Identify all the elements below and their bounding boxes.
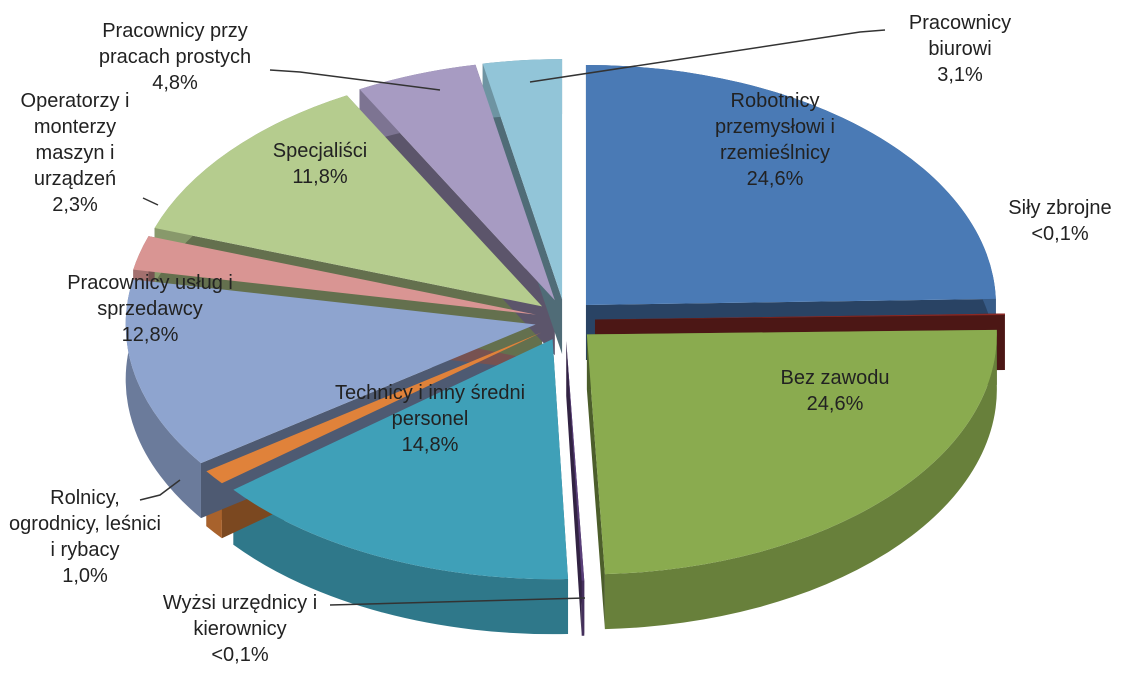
slice [206, 332, 542, 484]
value-label: 14,8% [401, 434, 459, 456]
slice [233, 339, 569, 580]
data-label: Rolnicy, ogrodnicy, leśnici i rybacy 1,0% [5, 485, 165, 589]
slice [154, 95, 543, 307]
category-label: Rolnicy, ogrodnicy, leśnici i rybacy [9, 487, 161, 561]
value-label: 2,3% [52, 194, 98, 216]
slice-side [566, 340, 585, 636]
value-label: 1,0% [62, 565, 108, 587]
slice [586, 329, 997, 575]
value-label: <0,1% [211, 644, 269, 666]
data-label: Wyżsi urzędnicy i kierownicy <0,1% [140, 590, 340, 668]
category-label: Pracownicy usług i sprzedawcy [67, 272, 233, 320]
leader-line [142, 197, 159, 206]
leader-line [329, 597, 586, 606]
pie-tops [125, 59, 1005, 581]
category-label: Pracownicy przy pracach prostych [98, 20, 252, 68]
value-label: 11,8% [292, 166, 348, 188]
slice [594, 313, 1005, 320]
category-label: Wyżsi urzędnicy i kierownicy [162, 592, 318, 640]
slice [585, 64, 996, 305]
category-label: Technicy i inny średni personel [334, 382, 526, 430]
leader-line [139, 479, 181, 501]
slice [359, 64, 555, 301]
category-label: Specjaliści [272, 140, 368, 162]
value-label: 12,8% [121, 324, 179, 346]
data-label: Technicy i inny średni personel 14,8% [330, 380, 530, 458]
category-label: Operatorzy i monterzy maszyn i urządzeń [20, 90, 130, 190]
slice-wall [604, 329, 997, 630]
data-label: Pracownicy usług i sprzedawcy 12,8% [35, 270, 265, 348]
slice-wall [125, 279, 201, 519]
slice [125, 279, 536, 464]
data-label: Specjaliści 11,8% [255, 138, 385, 190]
category-label: Robotnicy przemysłowi i rzemieślnicy [714, 90, 836, 164]
category-label: Siły zbrojne [1008, 197, 1112, 219]
data-label: Robotnicy przemysłowi i rzemieślnicy 24,6… [675, 88, 875, 192]
category-label: Pracownicy biurowi [908, 12, 1012, 60]
data-label: Pracownicy biurowi 3,1% [895, 10, 1025, 88]
leader-lines [139, 29, 886, 606]
value-label: 24,6% [746, 168, 804, 190]
value-label: 4,8% [152, 72, 198, 94]
data-label: Siły zbrojne <0,1% [985, 195, 1126, 247]
leader-line [269, 69, 441, 91]
slice [482, 59, 563, 300]
data-label: Operatorzy i monterzy maszyn i urządzeń 2… [10, 88, 140, 218]
slice [566, 340, 585, 581]
data-label: Pracownicy przy pracach prostych 4,8% [65, 18, 285, 96]
slice-wall [581, 580, 585, 636]
slice-wall [233, 489, 569, 635]
value-label: 3,1% [937, 64, 983, 86]
category-label: Bez zawodu [780, 367, 890, 389]
leader-line [529, 29, 886, 83]
data-label: Bez zawodu 24,6% [755, 365, 915, 417]
slice [133, 236, 537, 315]
value-label: 24,6% [806, 393, 864, 415]
value-label: <0,1% [1031, 223, 1089, 245]
